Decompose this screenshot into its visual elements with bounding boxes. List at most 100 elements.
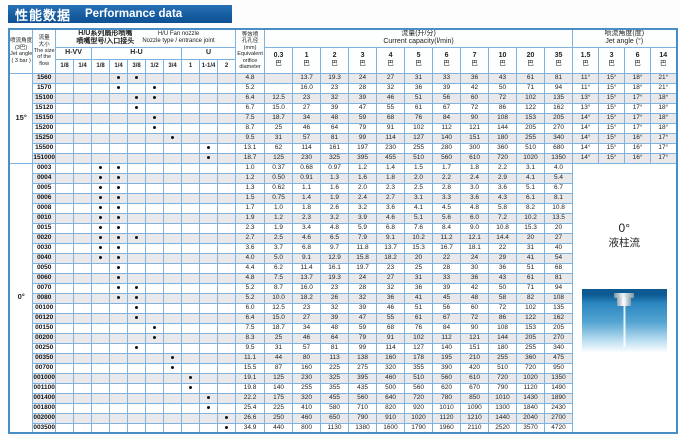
flow-cell: 2700 [544, 412, 574, 424]
flow-cell: 125 [264, 152, 294, 164]
entrance-size-header: 2 [217, 58, 237, 74]
dot-cell [163, 302, 183, 314]
dot-cell [163, 412, 183, 424]
flow-cell: 5.1 [404, 212, 434, 224]
dot-cell [73, 372, 93, 384]
dot-cell [91, 302, 111, 314]
dot-cell [73, 362, 93, 374]
flow-cell: 1010 [432, 402, 462, 414]
availability-dot [117, 216, 121, 220]
flow-cell: 205 [516, 332, 546, 344]
dot-cell [55, 212, 75, 224]
dot-cell [91, 72, 111, 84]
dot-cell [127, 212, 147, 224]
dot-cell [73, 202, 93, 214]
orifice-cell: 6.4 [235, 312, 266, 324]
dot-cell [109, 132, 129, 144]
orifice-cell: 25.4 [235, 402, 266, 414]
angle-cell: 14° [572, 122, 600, 134]
flow-cell: 850 [460, 392, 490, 404]
flow-cell: 255 [488, 352, 518, 364]
dot-cell [73, 332, 93, 344]
table-row: 002000 26.6 250 460 650 790 910 1020 1120 1210 144… [9, 412, 677, 424]
angle-cell: 15° [598, 112, 626, 124]
orifice-cell: 13.1 [235, 142, 266, 154]
dot-cell [217, 242, 237, 254]
availability-dot [99, 256, 103, 260]
flow-cell: 61 [516, 72, 546, 84]
dot-cell [217, 272, 237, 284]
dot-cell [145, 132, 165, 144]
dot-cell [127, 122, 147, 134]
flow-cell: 10.0 [264, 292, 294, 304]
dot-cell [127, 102, 147, 114]
dot-cell [217, 382, 237, 394]
model-cell: 0005 [32, 182, 57, 194]
dot-cell [55, 262, 75, 274]
flow-cell: 1.6 [320, 182, 350, 194]
angle-cell: 15° [598, 92, 626, 104]
flow-cell: 102 [404, 332, 434, 344]
dot-cell [217, 82, 237, 94]
availability-dot [225, 416, 229, 420]
dot-cell [199, 382, 219, 394]
dot-cell [55, 402, 75, 414]
dot-cell [127, 392, 147, 404]
flow-cell: 1430 [516, 392, 546, 404]
flow-cell: 24 [460, 252, 490, 264]
pressure-col-header: 10 巴 [488, 46, 518, 74]
availability-dot [135, 286, 139, 290]
flow-cell: 4.8 [460, 202, 490, 214]
dot-cell [91, 82, 111, 94]
dot-cell [181, 372, 201, 384]
dot-cell [127, 372, 147, 384]
orifice-cell: 2.7 [235, 232, 266, 244]
flow-cell: 300 [460, 142, 490, 154]
dot-cell [73, 242, 93, 254]
flow-cell: 125 [264, 372, 294, 384]
flow-cell: 225 [320, 362, 350, 374]
flow-cell: 18.7 [264, 112, 294, 124]
orifice-cell: 19.8 [235, 382, 266, 394]
flow-cell: 610 [460, 152, 490, 164]
dot-cell [127, 132, 147, 144]
dot-cell [73, 142, 93, 154]
flow-cell: 4.6 [292, 232, 322, 244]
flow-cell: 153 [516, 322, 546, 334]
flow-cell: 390 [432, 362, 462, 374]
dot-cell [109, 232, 129, 244]
table-row: 001800 25.4 225 410 580 710 820 920 1010 1090 1300… [9, 402, 677, 414]
flow-cell: 3.3 [432, 192, 462, 204]
model-cell: 00350 [32, 352, 57, 364]
dot-cell [217, 342, 237, 354]
header-text-line: 流量 [38, 35, 50, 42]
flow-cell: 560 [432, 152, 462, 164]
flow-cell: 86 [488, 312, 518, 324]
dot-cell [55, 352, 75, 364]
dot-cell [127, 312, 147, 324]
flow-cell: 3.4 [292, 222, 322, 234]
flow-cell: 122 [516, 312, 546, 324]
flow-cell: 1.9 [264, 222, 294, 234]
dot-cell [73, 392, 93, 404]
flow-cell: 25 [264, 122, 294, 134]
flow-cell: 39 [348, 302, 378, 314]
flow-cell: 91 [376, 332, 406, 344]
dot-cell [199, 162, 219, 174]
flow-cell: 4.0 [544, 162, 574, 174]
dot-cell [73, 322, 93, 334]
flow-cell: 10.2 [404, 232, 434, 244]
availability-dot [171, 136, 175, 140]
orifice-cell: 7.5 [235, 112, 266, 124]
model-cell: 0015 [32, 222, 57, 234]
flow-cell: 4.1 [516, 172, 546, 184]
flow-cell: 16.0 [292, 282, 322, 294]
dot-cell [73, 222, 93, 234]
flow-cell: 820 [376, 402, 406, 414]
model-cell: 0003 [32, 162, 57, 174]
flow-cell: 162 [544, 312, 574, 324]
dot-cell [163, 422, 183, 434]
dot-cell [181, 172, 201, 184]
dot-cell [109, 112, 129, 124]
